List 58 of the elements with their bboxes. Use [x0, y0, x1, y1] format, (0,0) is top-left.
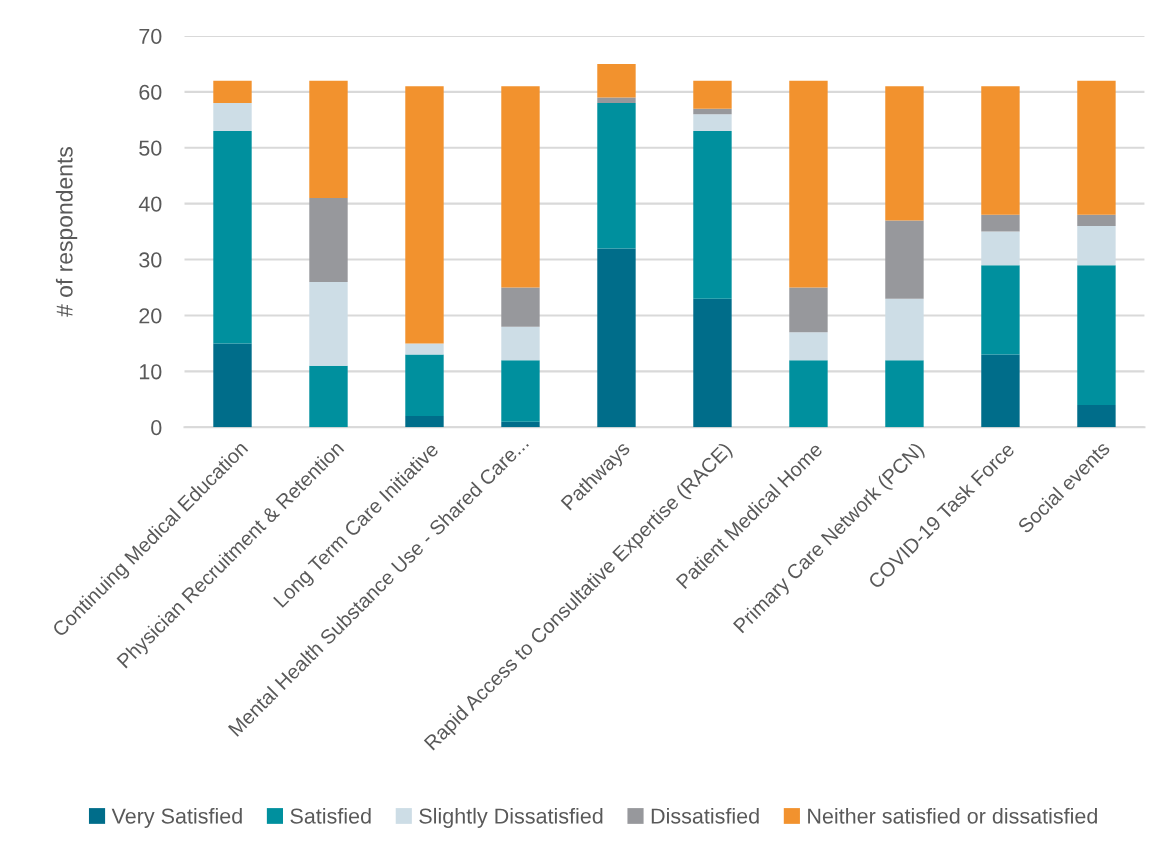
- y-tick-label: 70: [139, 28, 162, 44]
- bar: [309, 80, 348, 199]
- bar: [981, 86, 1020, 215]
- bar: [1077, 404, 1116, 428]
- bar: [213, 80, 252, 104]
- bar: [885, 360, 924, 428]
- y-tick-label: 50: [139, 140, 162, 156]
- bar: [213, 103, 252, 131]
- bar: [885, 220, 924, 299]
- bar: [405, 343, 444, 355]
- bar: [501, 326, 540, 361]
- y-tick-label: 10: [139, 364, 162, 380]
- bar: [1077, 265, 1116, 405]
- bar: [981, 231, 1020, 266]
- bar: [309, 365, 348, 428]
- bar: [597, 103, 636, 249]
- bar: [501, 86, 540, 288]
- y-tick-label: 20: [139, 308, 162, 324]
- bar: [693, 80, 732, 109]
- bar: [693, 108, 732, 115]
- legend-label: Neither satisfied or dissatisfied: [808, 807, 1097, 824]
- bar: [213, 343, 252, 428]
- bar: [501, 287, 540, 327]
- y-tick-label: 60: [139, 84, 162, 100]
- legend-label: Satisfied: [290, 807, 371, 824]
- bar: [789, 360, 828, 428]
- bar: [309, 281, 348, 366]
- bar: [213, 130, 252, 344]
- bar: [405, 86, 444, 344]
- bar: [789, 80, 828, 288]
- bar: [789, 332, 828, 361]
- legend-label: Dissatisfied: [651, 807, 759, 824]
- y-tick-label: 0: [151, 420, 162, 436]
- bar: [693, 114, 732, 131]
- y-tick-label: 40: [138, 196, 162, 212]
- bar: [309, 198, 348, 282]
- legend-label: Very Satisfied: [111, 807, 242, 828]
- legend-label: Slightly Dissatisfied: [419, 807, 603, 828]
- bar: [597, 248, 636, 428]
- bar: [1077, 226, 1116, 266]
- y-tick-label: 30: [139, 252, 162, 268]
- bar: [693, 130, 732, 299]
- bar: [981, 354, 1020, 428]
- bar: [597, 97, 636, 104]
- bar: [693, 298, 732, 428]
- bar: [501, 360, 540, 422]
- bar: [981, 265, 1020, 355]
- bar: [789, 287, 828, 333]
- bar: [597, 63, 636, 98]
- bar: [405, 354, 444, 417]
- y-axis-title: # of respondents: [55, 147, 78, 317]
- bar: [981, 214, 1020, 232]
- bar: [1077, 80, 1116, 215]
- bar: [885, 86, 924, 221]
- bar: [885, 298, 924, 361]
- bar: [501, 421, 540, 428]
- bar: [405, 416, 444, 428]
- bar: [1077, 214, 1116, 227]
